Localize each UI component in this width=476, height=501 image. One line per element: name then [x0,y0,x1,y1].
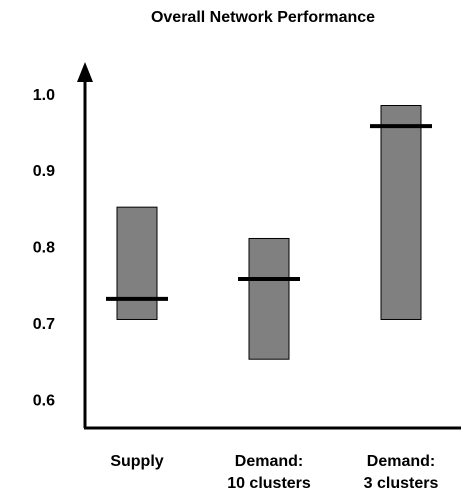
range-bar [380,105,422,320]
x-tick-label: 10 clusters [227,475,311,492]
y-tick-label: 0.7 [33,316,55,333]
x-tick-label: 3 clusters [364,475,439,492]
x-tick-label: Supply [110,453,163,470]
range-bar [116,206,158,320]
x-tick-label: Demand: [367,453,435,470]
range-bar [248,237,290,360]
y-tick-label: 0.9 [33,163,55,180]
y-tick-label: 0.6 [33,392,55,409]
y-tick-label: 1.0 [33,87,55,104]
y-axis-arrow [77,62,93,82]
y-tick-label: 0.8 [33,240,55,257]
x-tick-label: Demand: [235,453,303,470]
chart-title: Overall Network Performance [151,9,375,26]
